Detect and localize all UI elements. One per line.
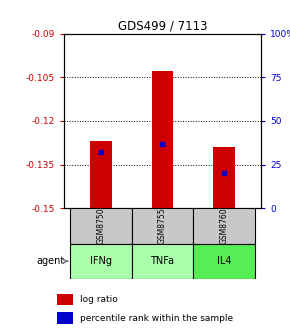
Bar <box>193 244 255 279</box>
Text: GSM8760: GSM8760 <box>220 208 229 244</box>
Bar <box>152 72 173 208</box>
Bar <box>70 208 132 244</box>
Bar <box>57 312 73 324</box>
Text: TNFa: TNFa <box>151 256 174 266</box>
Bar <box>90 141 112 208</box>
Title: GDS499 / 7113: GDS499 / 7113 <box>118 19 207 33</box>
Text: GSM8755: GSM8755 <box>158 208 167 244</box>
Bar <box>132 244 193 279</box>
Bar <box>70 244 132 279</box>
Bar <box>57 294 73 305</box>
Bar <box>193 208 255 244</box>
Text: IFNg: IFNg <box>90 256 112 266</box>
Text: GSM8750: GSM8750 <box>96 208 105 244</box>
Bar <box>213 147 235 208</box>
Bar <box>132 208 193 244</box>
Text: IL4: IL4 <box>217 256 231 266</box>
Text: agent: agent <box>36 256 64 266</box>
Text: log ratio: log ratio <box>80 295 118 304</box>
Text: percentile rank within the sample: percentile rank within the sample <box>80 314 233 323</box>
